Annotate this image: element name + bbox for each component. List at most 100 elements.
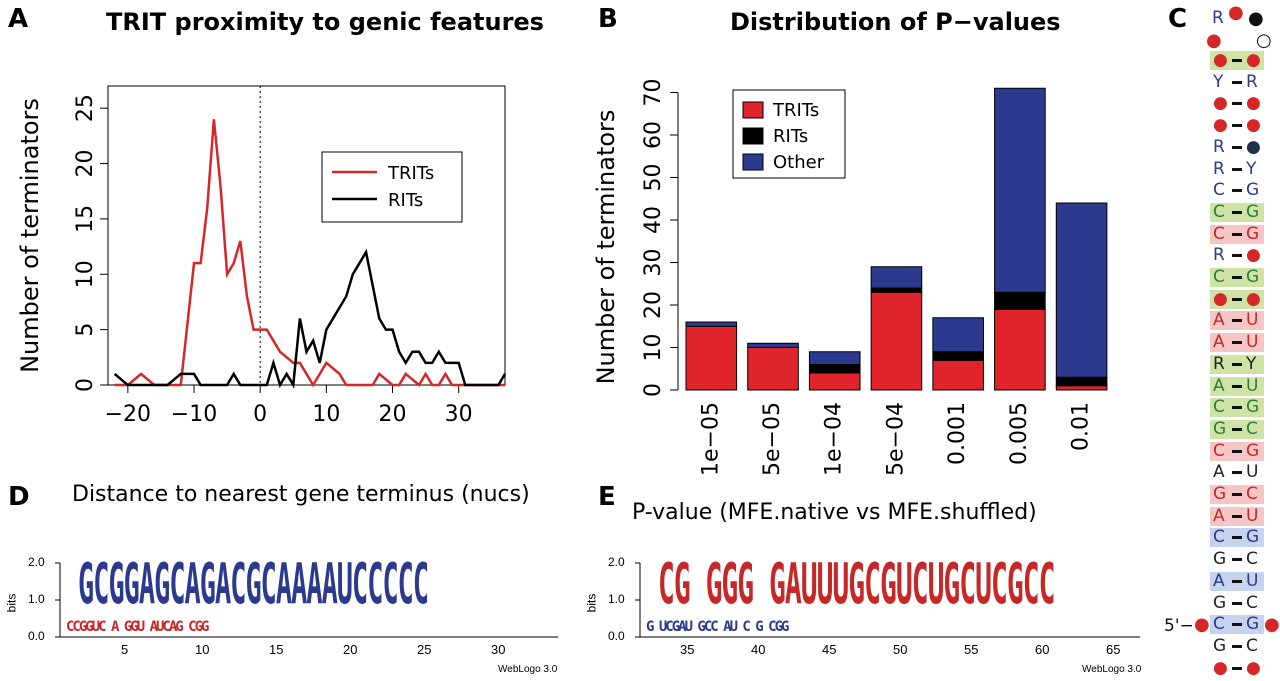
pair-bond — [1232, 406, 1242, 410]
pair-left: G — [1213, 592, 1227, 613]
pair-bond — [1232, 536, 1242, 540]
bar-other — [870, 266, 923, 289]
pair-right: R — [1246, 71, 1258, 92]
pair-right: G — [1246, 223, 1260, 244]
bar-trits — [685, 325, 738, 391]
legend-swatch — [742, 153, 764, 171]
pair-right: ● — [1246, 115, 1261, 136]
rna-structure: R ● ● ● ○ ● ● Y R ● ● ● ● R ● R Y C G C G C G R ● C G ● ● A U A U R Y A U C G G… — [1160, 0, 1280, 681]
pair-right: ● — [1246, 136, 1261, 157]
pair-left: ● — [1213, 288, 1228, 309]
panel-letter-d: D — [8, 482, 30, 512]
pair-bond — [1232, 319, 1242, 323]
pair-left: R — [1213, 353, 1225, 374]
pair-right: C — [1246, 592, 1258, 613]
y-tick-label: 25 — [73, 94, 98, 122]
logo-d-letters: GCGGAGCAGACGCAAAAUCCCCC — [78, 552, 429, 617]
logo-e-ylabel: bits — [584, 593, 599, 613]
pair-right: ● — [1246, 50, 1261, 70]
bar-other — [932, 317, 984, 353]
chart-b-title: Distribution of P−values — [730, 8, 1061, 36]
panel-letter-a: A — [8, 4, 29, 34]
y-tick-label: 50 — [641, 164, 666, 192]
logo-x-tick-label: 25 — [417, 642, 432, 657]
bar-other — [747, 342, 799, 348]
pair-left: C — [1213, 201, 1225, 222]
x-tick-label: 10 — [312, 402, 340, 427]
pair-bond — [1232, 579, 1242, 583]
loop-nucleotide: R — [1212, 8, 1224, 28]
pair-left: C — [1213, 440, 1225, 461]
pair-right: G — [1246, 201, 1260, 222]
bar-trits — [994, 308, 1046, 391]
bar-trits — [747, 347, 799, 391]
pair-bond — [1232, 102, 1242, 106]
bar-trits — [932, 359, 984, 391]
pair-left: G — [1213, 484, 1227, 504]
y-tick-label: 15 — [73, 205, 98, 233]
chart-b-xlabel: P-value (MFE.native vs MFE.shuffled) — [632, 500, 1037, 525]
legend-label: RITs — [773, 126, 808, 147]
logo-x-tick-label: 5 — [121, 642, 129, 657]
logo-x-tick-label: 45 — [822, 642, 837, 657]
bar-trits — [870, 291, 923, 391]
bar-rits — [932, 351, 984, 361]
pair-bond — [1232, 59, 1242, 62]
loop-nucleotide: ● — [1206, 30, 1222, 51]
pair-left: R — [1213, 158, 1225, 179]
x-tick-label: 20 — [379, 402, 407, 427]
logo-e-frame — [635, 562, 1140, 638]
logo-x-tick-label: 15 — [269, 642, 284, 657]
bar-other — [1055, 202, 1108, 378]
pair-bond — [1232, 623, 1242, 627]
bar-other — [685, 321, 738, 327]
pair-left: ● — [1213, 657, 1228, 678]
legend-label: RITs — [388, 190, 423, 211]
tail-nucleotide: ● — [1194, 614, 1210, 635]
panel-letter-b: B — [598, 4, 618, 34]
x-tick-label: 1e−05 — [698, 402, 723, 476]
pair-bond — [1232, 297, 1242, 301]
pair-bond — [1232, 210, 1242, 214]
logo-x-tick-label: 30 — [491, 642, 506, 657]
y-tick-label: 5 — [73, 323, 98, 337]
x-tick-label: −20 — [105, 402, 151, 427]
pair-bond — [1232, 449, 1242, 453]
loop-nucleotide: ● — [1248, 8, 1264, 29]
x-tick-label: 5e−05 — [760, 402, 785, 476]
bar-rits — [1055, 376, 1108, 387]
pair-left: ● — [1213, 50, 1228, 70]
pair-right: U — [1246, 332, 1259, 353]
pair-left: A — [1213, 332, 1225, 353]
y-axis-label: Number of terminators — [16, 98, 44, 373]
loop-nucleotide: ○ — [1256, 30, 1272, 51]
tail-nucleotide: ● — [1264, 614, 1280, 635]
chart-a: 0 5 10 15 20 25 −20 −10 0 10 20 30 Number of termina… — [16, 85, 507, 427]
pair-right: ● — [1246, 245, 1261, 266]
y-tick-label: 10 — [73, 260, 98, 288]
series-line-rits — [113, 248, 507, 389]
pair-bond — [1232, 493, 1242, 496]
y-tick-label: 60 — [641, 121, 666, 149]
logo-e-ytick-0: 0.0 — [608, 629, 625, 643]
pair-right: ● — [1246, 657, 1261, 678]
logo-x-tick-label: 55 — [964, 642, 979, 657]
pair-right: G — [1246, 440, 1260, 461]
pair-left: ● — [1213, 93, 1228, 114]
bar-rits — [808, 364, 861, 374]
x-tick-label: −10 — [171, 402, 217, 427]
pair-bond — [1232, 514, 1242, 518]
pair-right: U — [1246, 375, 1259, 396]
logo-d-ytick-2: 2.0 — [28, 555, 45, 569]
logo-d-small-letters: CCGGUC A GGU AUCAG CGG — [66, 619, 209, 635]
logo-x-tick-label: 10 — [195, 642, 210, 657]
y-tick-label: 0 — [641, 383, 666, 397]
pair-left: C — [1213, 614, 1225, 635]
pair-bond — [1232, 124, 1242, 128]
pair-bond — [1232, 145, 1242, 149]
logo-e-ytick-1: 1.0 — [608, 592, 625, 606]
pair-left: C — [1213, 223, 1225, 244]
logo-d-credit: WebLogo 3.0 — [498, 664, 558, 675]
pair-left: C — [1213, 267, 1225, 287]
pair-left: A — [1213, 505, 1225, 526]
